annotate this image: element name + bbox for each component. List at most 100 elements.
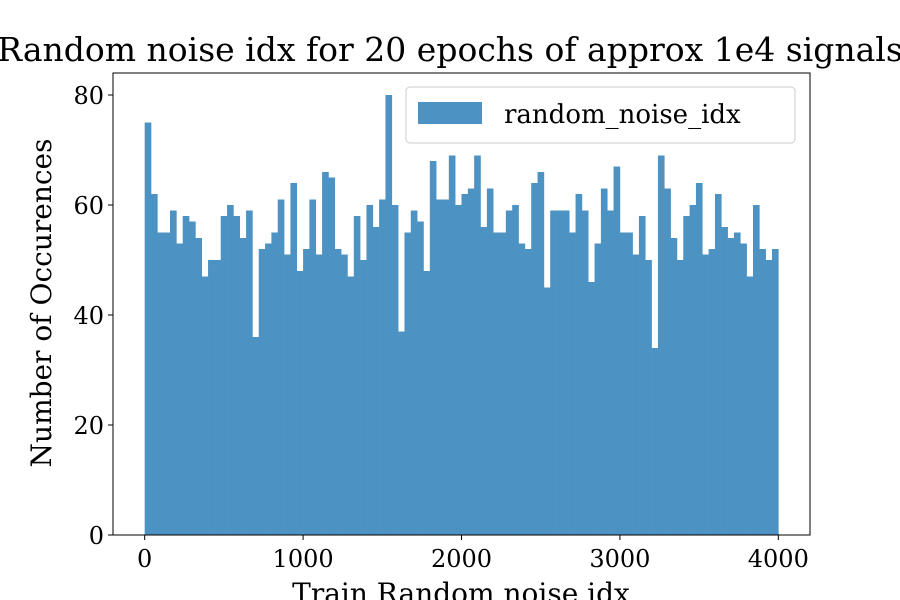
histogram-bar bbox=[246, 210, 253, 535]
histogram-bar bbox=[341, 254, 348, 535]
histogram-bar bbox=[271, 232, 279, 535]
histogram-bar bbox=[417, 221, 424, 535]
legend: random_noise_idx bbox=[405, 86, 796, 144]
histogram-bar bbox=[543, 287, 551, 535]
histogram-bar bbox=[195, 238, 203, 535]
histogram-bar bbox=[467, 188, 475, 535]
histogram-bar bbox=[429, 161, 437, 535]
histogram-bar bbox=[372, 227, 380, 535]
histogram-bar bbox=[189, 221, 196, 535]
histogram-bar bbox=[208, 260, 215, 535]
histogram-bar bbox=[315, 254, 323, 535]
y-axis-label: Number of Occurences bbox=[25, 139, 58, 468]
histogram-bar bbox=[683, 216, 690, 535]
histogram-bar bbox=[771, 249, 779, 535]
histogram-bar bbox=[303, 249, 310, 535]
histogram-bar bbox=[277, 199, 285, 535]
histogram-bar bbox=[727, 238, 735, 535]
legend-swatch bbox=[418, 102, 482, 124]
histogram-bar bbox=[512, 205, 519, 535]
y-tick-label: 40 bbox=[73, 302, 104, 330]
histogram-bar bbox=[347, 276, 355, 535]
histogram-bar bbox=[619, 232, 627, 535]
histogram-bar bbox=[505, 210, 513, 535]
histogram-bar bbox=[708, 249, 716, 535]
x-tick-label: 0 bbox=[137, 545, 152, 573]
histogram-bar bbox=[600, 188, 608, 535]
legend-box bbox=[405, 86, 796, 144]
y-tick-label: 20 bbox=[73, 412, 104, 440]
histogram-bar bbox=[676, 260, 684, 535]
y-tick-label: 80 bbox=[73, 82, 104, 110]
histogram-bar bbox=[366, 205, 374, 535]
histogram-bar bbox=[176, 243, 183, 535]
histogram-bar bbox=[759, 249, 766, 535]
histogram-bar bbox=[689, 205, 697, 535]
histogram-bar bbox=[265, 243, 272, 535]
histogram-bar bbox=[157, 232, 164, 535]
histogram-bar bbox=[752, 205, 760, 535]
histogram-bar bbox=[651, 348, 659, 535]
x-axis-ticks: 0 1000 2000 3000 4000 bbox=[137, 535, 809, 573]
histogram-bar bbox=[360, 260, 367, 535]
histogram-bar bbox=[740, 243, 747, 535]
histogram-bar bbox=[258, 249, 266, 535]
histogram-bar bbox=[448, 155, 456, 535]
histogram-bar bbox=[404, 232, 412, 535]
x-tick-label: 3000 bbox=[589, 545, 650, 573]
histogram-bar bbox=[233, 216, 241, 535]
histogram-bar bbox=[537, 172, 545, 535]
histogram-bar bbox=[632, 254, 640, 535]
histogram-bar bbox=[170, 210, 177, 535]
histogram-bar bbox=[657, 155, 665, 535]
histogram-bar bbox=[151, 194, 158, 535]
legend-label: random_noise_idx bbox=[504, 100, 741, 130]
histogram-bar bbox=[379, 199, 386, 535]
histogram-bar bbox=[607, 210, 614, 535]
histogram-bar bbox=[328, 177, 336, 535]
histogram-bar bbox=[436, 199, 443, 535]
histogram-bar bbox=[550, 210, 557, 535]
histogram-bar bbox=[391, 205, 399, 535]
histogram-bar bbox=[695, 183, 703, 535]
histogram-bar bbox=[746, 276, 754, 535]
histogram-bar bbox=[290, 183, 298, 535]
x-tick-label: 2000 bbox=[431, 545, 492, 573]
histogram-bar bbox=[284, 254, 291, 535]
histogram-bar bbox=[480, 227, 488, 535]
histogram-bar bbox=[423, 271, 431, 535]
histogram-bar bbox=[163, 232, 171, 535]
histogram-bar bbox=[182, 216, 190, 535]
histogram-bar bbox=[569, 232, 576, 535]
histogram-bar bbox=[594, 243, 602, 535]
histogram-bar bbox=[410, 210, 418, 535]
histogram-bar bbox=[670, 238, 678, 535]
histogram-bar bbox=[524, 249, 532, 535]
histogram-bar bbox=[461, 194, 469, 535]
histogram-bar bbox=[626, 232, 633, 535]
histogram-bar bbox=[714, 194, 722, 535]
histogram-bar bbox=[309, 199, 317, 535]
histogram-bar bbox=[201, 276, 209, 535]
chart-title: Random noise idx for 20 epochs of approx… bbox=[0, 30, 900, 69]
histogram-bar bbox=[588, 282, 595, 535]
histogram-bar bbox=[721, 227, 728, 535]
histogram-bar bbox=[581, 210, 589, 535]
histogram-bar bbox=[455, 205, 462, 535]
x-tick-label: 1000 bbox=[273, 545, 334, 573]
histogram-bar bbox=[322, 172, 329, 535]
histogram-bar bbox=[613, 166, 621, 535]
histogram-bar bbox=[220, 216, 228, 535]
histogram-bar bbox=[645, 260, 652, 535]
bars-group bbox=[144, 95, 779, 535]
histogram-bar bbox=[493, 232, 500, 535]
histogram-bar bbox=[442, 199, 450, 535]
histogram-bar bbox=[733, 232, 741, 535]
histogram-bar bbox=[398, 331, 405, 535]
histogram-bar bbox=[664, 188, 671, 535]
histogram-bar bbox=[562, 210, 570, 535]
x-tick-label: 4000 bbox=[748, 545, 809, 573]
histogram-bar bbox=[556, 210, 564, 535]
histogram-bar bbox=[385, 95, 393, 535]
